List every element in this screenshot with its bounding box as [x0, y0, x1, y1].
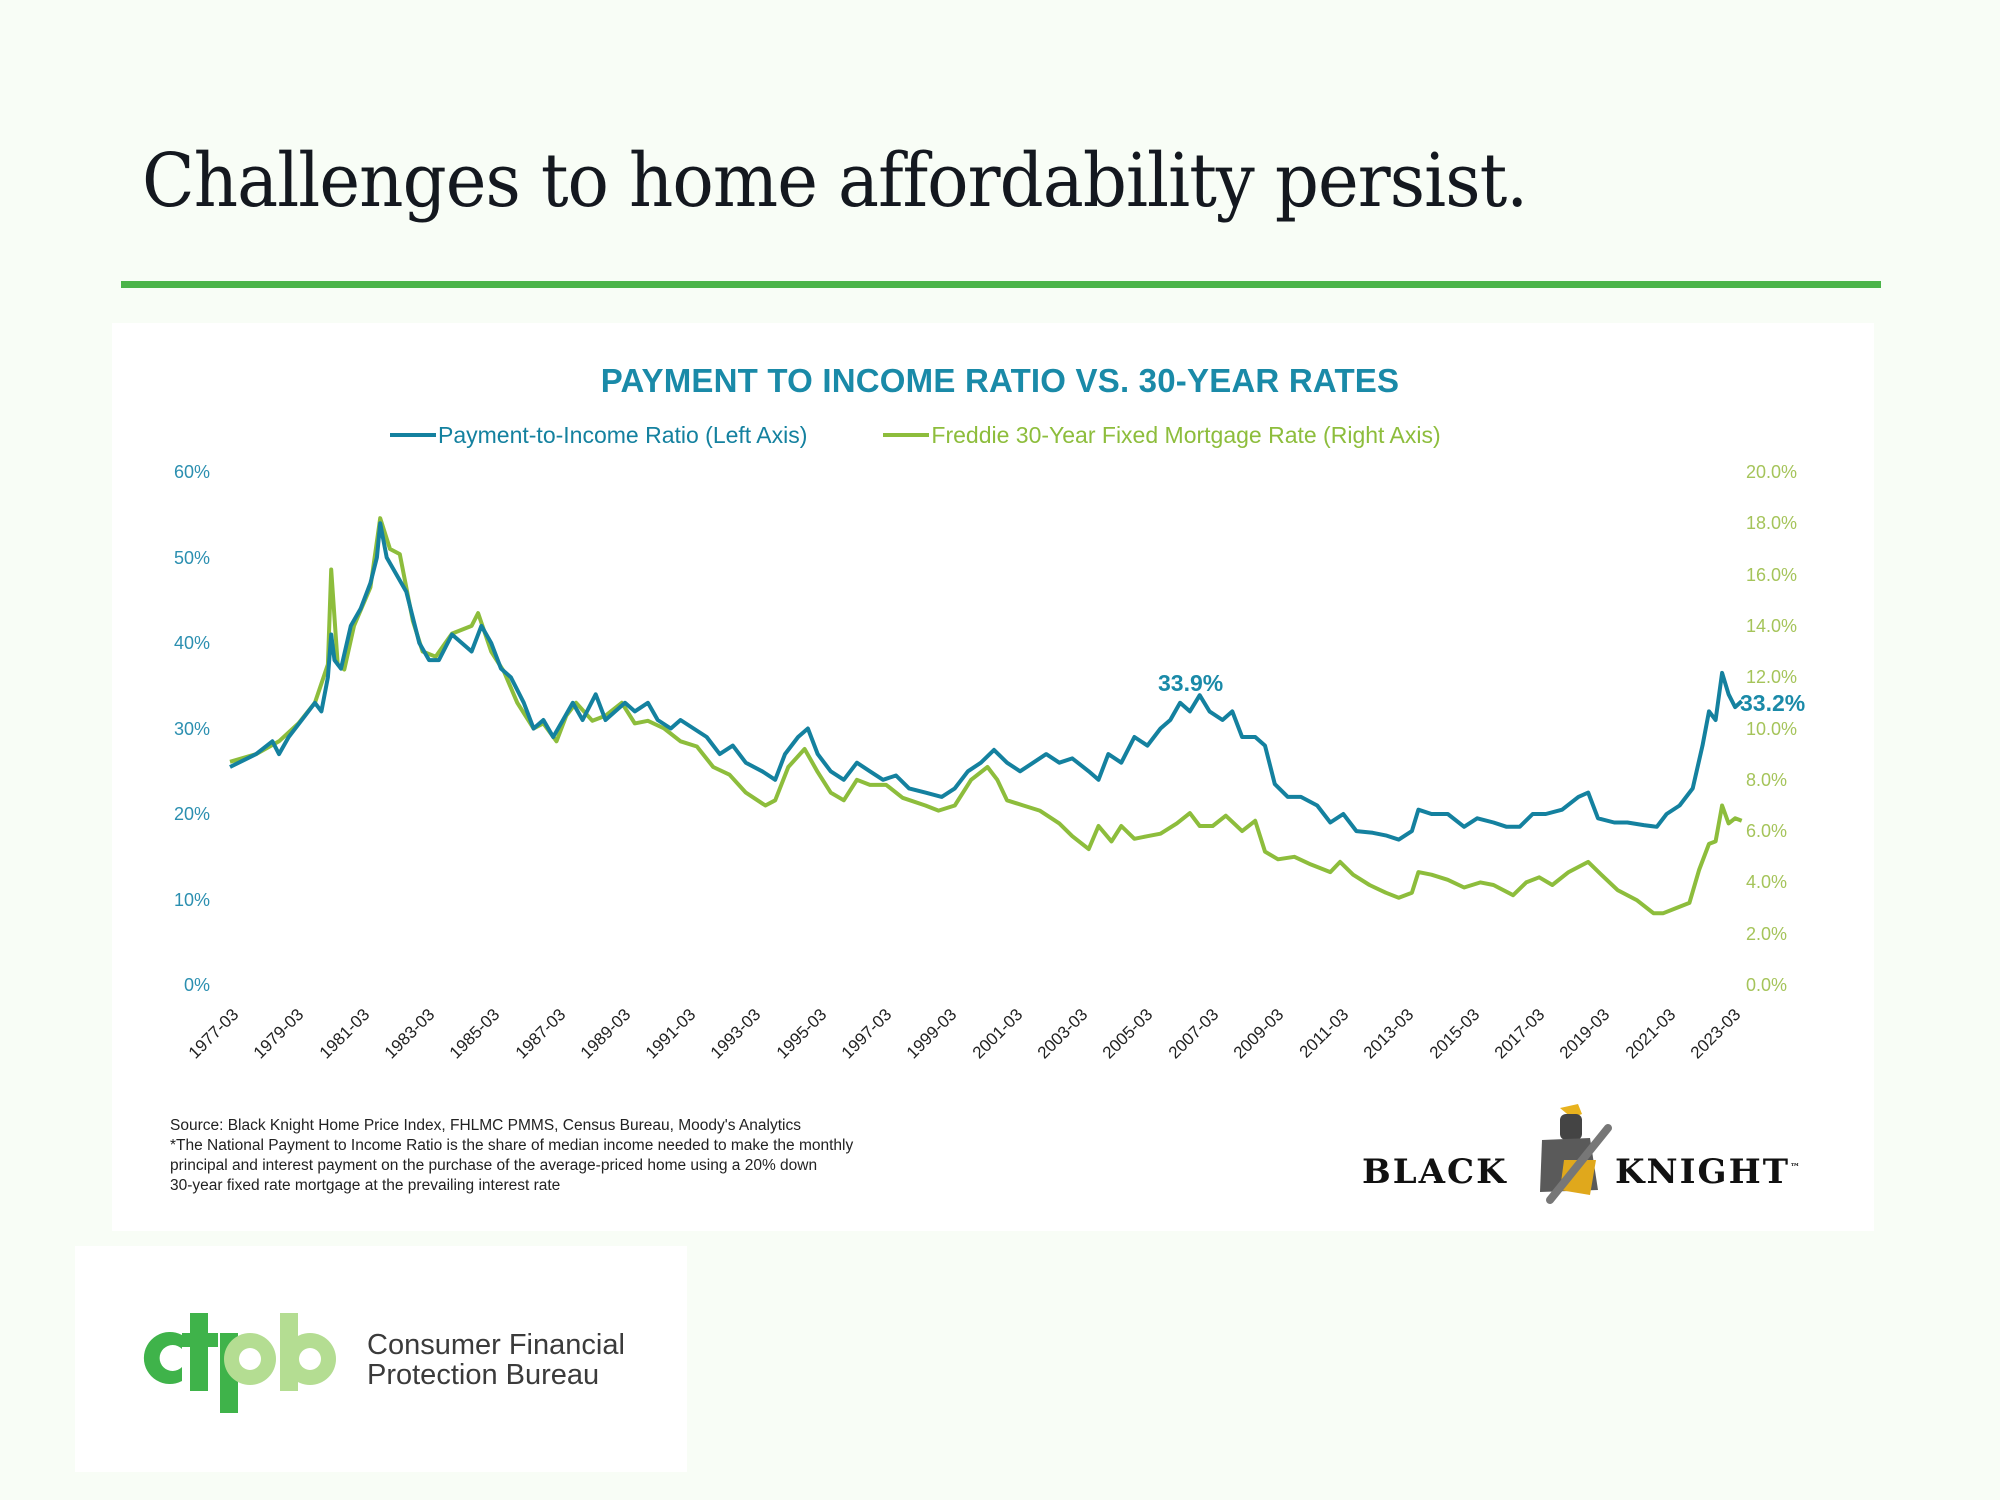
cfpb-name-line1: Consumer Financial: [367, 1329, 625, 1361]
cfpb-name: Consumer Financial Protection Bureau: [367, 1330, 625, 1390]
slide-title: Challenges to home affordability persist…: [142, 138, 1528, 224]
black-knight-knight-icon: [1540, 1104, 1612, 1204]
footnote-line: *The National Payment to Income Ratio is…: [170, 1137, 854, 1154]
left-axis-tick: 40%: [173, 633, 210, 653]
legend-swatch-pti: [390, 433, 436, 437]
chart-title: PAYMENT TO INCOME RATIO VS. 30-YEAR RATE…: [600, 362, 1400, 399]
footnote-line: 30-year fixed rate mortgage at the preva…: [170, 1177, 561, 1194]
right-axis-tick: 4.0%: [1746, 872, 1788, 892]
right-axis-tick: 2.0%: [1746, 924, 1788, 944]
right-axis-tick: 6.0%: [1746, 821, 1788, 841]
mortgage-rate-line: [229, 516, 1743, 916]
title-divider: [121, 281, 1881, 288]
annotation-latest: 33.2%: [1740, 690, 1806, 716]
left-axis-tick: 60%: [173, 462, 210, 482]
chart-legend: Payment-to-Income Ratio (Left Axis) Fred…: [390, 420, 1517, 450]
source-line: Source: Black Knight Home Price Index, F…: [170, 1117, 801, 1134]
pti-line: [229, 521, 1744, 842]
right-axis-tick: 16.0%: [1746, 565, 1798, 585]
legend-swatch-mortgage-rate: [883, 433, 930, 437]
left-axis-tick: 20%: [173, 804, 210, 824]
black-knight-wordmark-left: BLACK: [1362, 1152, 1508, 1192]
legend-label-pti: Payment-to-Income Ratio (Left Axis): [438, 421, 808, 448]
left-axis-tick: 30%: [173, 719, 210, 739]
right-axis-tick: 8.0%: [1746, 770, 1788, 790]
black-knight-wordmark-right: KNIGHT™: [1615, 1152, 1802, 1192]
legend-item-mortgage-rate: Freddie 30-Year Fixed Mortgage Rate (Rig…: [883, 421, 1441, 449]
trademark-mark: ™: [1790, 1162, 1802, 1174]
right-axis-tick: 20.0%: [1746, 462, 1798, 482]
right-axis-tick: 12.0%: [1746, 667, 1798, 687]
cfpb-logo-box: [75, 1246, 687, 1472]
left-axis-tick: 50%: [173, 548, 210, 568]
chart-source-note: Source: Black Knight Home Price Index, F…: [170, 1116, 853, 1196]
legend-item-pti: Payment-to-Income Ratio (Left Axis): [390, 422, 807, 449]
legend-label-mortgage-rate: Freddie 30-Year Fixed Mortgage Rate (Rig…: [931, 421, 1441, 448]
footnote-line: principal and interest payment on the pu…: [170, 1157, 818, 1174]
cfpb-name-line2: Protection Bureau: [367, 1359, 600, 1391]
left-axis-tick: 10%: [173, 890, 210, 910]
black-knight-wordmark-right-text: KNIGHT: [1615, 1152, 1790, 1192]
cfpb-logo-mark-icon: [143, 1313, 336, 1413]
left-axis-tick: 0%: [183, 975, 210, 995]
right-axis-tick: 10.0%: [1746, 719, 1798, 739]
annotation-peak-2006: 33.9%: [1158, 670, 1224, 696]
right-axis-tick: 0.0%: [1746, 975, 1788, 995]
right-axis-tick: 14.0%: [1746, 616, 1798, 636]
right-axis-tick: 18.0%: [1746, 513, 1798, 533]
